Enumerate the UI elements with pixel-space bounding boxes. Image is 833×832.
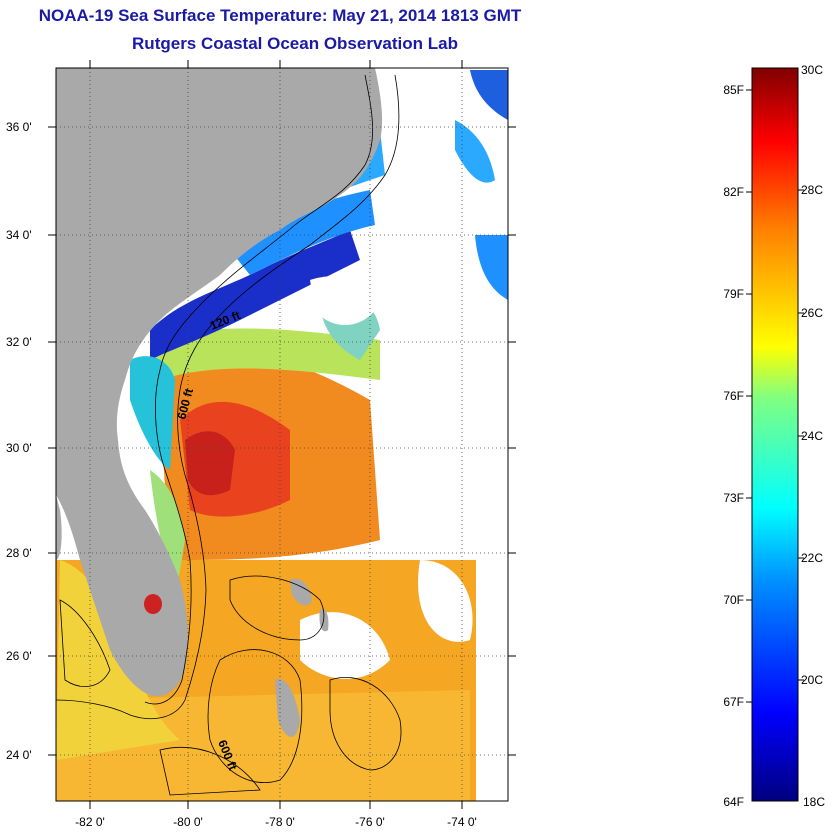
longitude-labels: -82 0' -80 0' -78 0' -76 0' -74 0' — [75, 815, 477, 829]
cb-c-label: 20C — [801, 673, 823, 687]
colorbar-c-labels: 30C 28C 26C 24C 22C 20C 18C — [801, 63, 825, 809]
cb-f-label: 64F — [723, 795, 744, 809]
cb-f-label: 73F — [723, 491, 744, 505]
lat-label: 36 0' — [6, 120, 32, 134]
cb-f-label: 82F — [723, 185, 744, 199]
cb-f-label: 67F — [723, 695, 744, 709]
cb-c-label: 18C — [803, 795, 825, 809]
cb-c-label: 28C — [801, 183, 823, 197]
axis-ticks — [48, 60, 516, 809]
colorbar-f-labels: 85F 82F 79F 76F 73F 70F 67F 64F — [723, 83, 744, 809]
cb-f-label: 79F — [723, 287, 744, 301]
grid — [56, 68, 508, 801]
lat-label: 34 0' — [6, 228, 32, 242]
lon-label: -78 0' — [265, 815, 295, 829]
lat-label: 28 0' — [6, 546, 32, 560]
lat-label: 30 0' — [6, 441, 32, 455]
map-subtitle: Rutgers Coastal Ocean Observation Lab — [132, 34, 458, 53]
lon-label: -80 0' — [173, 815, 203, 829]
lat-label: 26 0' — [6, 649, 32, 663]
cb-f-label: 70F — [723, 593, 744, 607]
cb-f-label: 76F — [723, 389, 744, 403]
map-title: NOAA-19 Sea Surface Temperature: May 21,… — [38, 6, 522, 25]
cb-c-label: 24C — [801, 429, 823, 443]
cb-c-label: 22C — [801, 551, 823, 565]
cb-c-label: 30C — [801, 63, 823, 77]
lon-label: -76 0' — [355, 815, 385, 829]
cb-c-label: 26C — [801, 306, 823, 320]
bathymetry-contours — [56, 74, 402, 796]
lat-label: 32 0' — [6, 335, 32, 349]
lake-okeechobee — [144, 594, 162, 614]
colorbar — [751, 67, 799, 802]
colorbar-ticks — [746, 89, 804, 703]
lat-label: 24 0' — [6, 748, 32, 762]
lon-label: -74 0' — [447, 815, 477, 829]
lon-label: -82 0' — [75, 815, 105, 829]
land — [56, 68, 383, 737]
latitude-labels: 36 0' 34 0' 32 0' 30 0' 28 0' 26 0' 24 0… — [6, 120, 32, 762]
map-frame — [55, 67, 509, 802]
cb-f-label: 85F — [723, 83, 744, 97]
